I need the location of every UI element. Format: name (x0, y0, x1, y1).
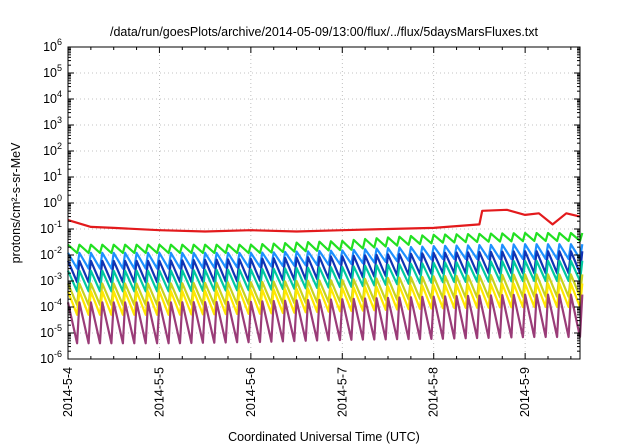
series-line-5 (66, 259, 584, 293)
y-tick-exponent: -6 (54, 349, 62, 359)
x-tick-label: 2014-5-5 (152, 367, 166, 417)
chart-title: /data/run/goesPlots/archive/2014-05-09/1… (110, 25, 539, 39)
x-tick-label: 2014-5-4 (61, 367, 75, 417)
y-tick-exponent: -4 (54, 297, 62, 307)
y-tick-exponent: 2 (57, 141, 62, 151)
y-tick-exponent: 1 (57, 167, 62, 177)
series-line-8 (66, 293, 584, 345)
series-line-7 (66, 282, 584, 316)
y-tick-label: 106 (43, 37, 62, 54)
y-tick-label: 10-1 (40, 219, 62, 236)
y-tick-exponent: 5 (57, 63, 62, 73)
y-tick-label: 104 (43, 89, 62, 106)
y-tick-label: 10-2 (40, 245, 62, 262)
y-tick-label: 105 (43, 63, 62, 80)
y-tick-label: 100 (43, 193, 62, 210)
y-tick-label: 103 (43, 115, 62, 132)
x-tick-label: 2014-5-9 (518, 367, 532, 417)
y-tick-exponent: -5 (54, 323, 62, 333)
y-tick-label: 10-5 (40, 323, 62, 340)
y-axis-label-text: protons/cm²-s-sr-MeV (9, 142, 23, 264)
x-tick-label: 2014-5-6 (244, 367, 258, 417)
x-tick-label: 2014-5-8 (427, 367, 441, 417)
series-line-3 (67, 243, 584, 270)
ticks: 10-610-510-410-310-210-11001011021031041… (40, 37, 580, 417)
y-tick-label: 102 (43, 141, 62, 158)
y-tick-label: 10-3 (40, 271, 62, 288)
y-tick-exponent: -2 (54, 245, 62, 255)
y-tick-label: 10-6 (40, 349, 62, 366)
y-tick-exponent: -3 (54, 271, 62, 281)
x-axis-label: Coordinated Universal Time (UTC) (228, 430, 420, 444)
y-tick-label: 101 (43, 167, 62, 184)
y-tick-exponent: 3 (57, 115, 62, 125)
y-tick-label: 10-4 (40, 297, 62, 314)
series-group (66, 208, 584, 345)
y-tick-exponent: 6 (57, 37, 62, 47)
series-line-1 (67, 208, 581, 233)
series-line-2 (67, 231, 584, 254)
y-axis-label: protons/cm²-s-sr-MeV (9, 142, 23, 264)
y-tick-exponent: 0 (57, 193, 62, 203)
x-tick-label: 2014-5-7 (335, 367, 349, 417)
y-tick-exponent: -1 (54, 219, 62, 229)
y-tick-exponent: 4 (57, 89, 62, 99)
